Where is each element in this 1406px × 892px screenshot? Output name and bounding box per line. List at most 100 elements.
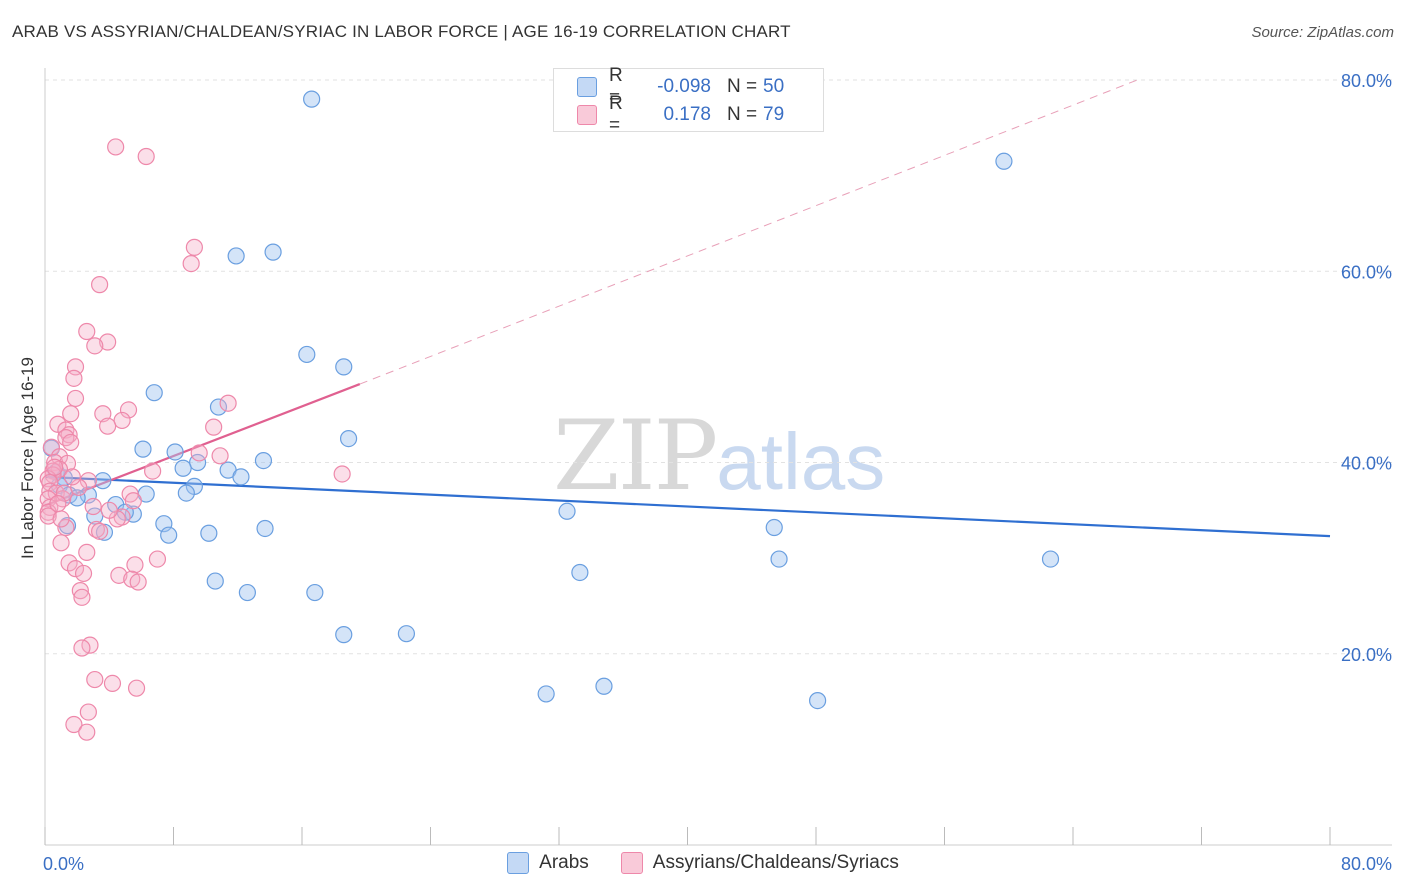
- y-tick-label: 80.0%: [1341, 71, 1392, 91]
- point-arabs: [397, 625, 416, 643]
- point-assyrians: [79, 703, 97, 721]
- n-label: N =: [727, 76, 758, 97]
- series-legend: Arabs Assyrians/Chaldeans/Syriacs: [0, 852, 1406, 874]
- point-assyrians: [205, 418, 223, 436]
- watermark-zip: ZIP: [553, 400, 718, 512]
- point-assyrians: [57, 518, 75, 537]
- tick-labels: 20.0% 40.0% 60.0% 80.0% 0.0% 80.0%: [43, 71, 1392, 874]
- point-assyrians: [55, 484, 73, 502]
- legend-item-assyrians[interactable]: Assyrians/Chaldeans/Syriacs: [620, 852, 899, 874]
- y-tick-label: 20.0%: [1341, 645, 1392, 665]
- point-assyrians: [52, 510, 70, 528]
- point-arabs: [537, 685, 555, 703]
- point-assyrians: [91, 522, 109, 540]
- point-assyrians: [113, 411, 131, 430]
- point-arabs: [227, 247, 245, 265]
- point-assyrians: [70, 478, 88, 496]
- point-assyrians: [63, 468, 81, 486]
- arabs-swatch: [577, 77, 597, 97]
- point-assyrians: [60, 554, 78, 572]
- point-arabs: [256, 519, 274, 538]
- point-assyrians: [99, 417, 117, 435]
- point-arabs: [765, 518, 783, 537]
- point-assyrians: [107, 138, 125, 156]
- source-label: Source: ZipAtlas.com: [1251, 24, 1394, 41]
- point-arabs: [94, 472, 112, 490]
- point-assyrians: [211, 447, 229, 465]
- point-assyrians: [65, 715, 83, 734]
- point-assyrians: [73, 639, 91, 657]
- legend-label: Arabs: [539, 852, 589, 873]
- point-arabs: [303, 90, 321, 108]
- point-assyrians: [110, 566, 128, 584]
- point-assyrians: [74, 564, 93, 583]
- stats-row-assyrians: R = 0.178 N = 79: [554, 93, 785, 136]
- point-arabs: [145, 384, 163, 402]
- point-assyrians: [49, 495, 67, 513]
- point-assyrians: [66, 560, 85, 578]
- point-assyrians: [333, 465, 351, 483]
- axes: [44, 68, 1392, 846]
- point-arabs: [335, 358, 353, 376]
- point-arabs: [166, 443, 184, 461]
- point-assyrians: [65, 369, 83, 387]
- point-assyrians: [78, 723, 96, 741]
- point-assyrians: [86, 670, 104, 689]
- point-arabs: [335, 626, 353, 644]
- point-assyrians: [126, 556, 144, 574]
- point-arabs: [206, 572, 224, 590]
- point-assyrians: [46, 458, 64, 476]
- r-value: -0.098: [657, 76, 711, 97]
- trend-line-arabs: [44, 475, 1331, 538]
- point-assyrians: [190, 444, 208, 462]
- trend-lines: [44, 79, 1331, 538]
- assyrians-swatch: [620, 852, 643, 874]
- point-assyrians: [86, 337, 104, 355]
- point-assyrians: [148, 550, 167, 568]
- point-arabs: [177, 484, 195, 502]
- point-assyrians: [103, 674, 122, 692]
- n-label: N =: [727, 104, 758, 125]
- point-arabs: [770, 550, 788, 568]
- point-assyrians: [78, 543, 96, 561]
- point-assyrians: [124, 492, 142, 510]
- n-value: 50: [763, 76, 785, 97]
- legend-label: Assyrians/Chaldeans/Syriacs: [652, 852, 899, 873]
- point-arabs: [238, 583, 256, 602]
- point-arabs: [595, 677, 613, 695]
- n-value: 79: [763, 104, 785, 125]
- point-assyrians: [39, 507, 57, 525]
- point-assyrians: [66, 389, 85, 408]
- point-assyrians: [137, 147, 155, 166]
- point-assyrians: [129, 573, 147, 591]
- legend-item-arabs[interactable]: Arabs: [507, 852, 589, 874]
- r-label: R =: [609, 93, 623, 136]
- point-assyrians: [119, 401, 138, 419]
- y-axis-label: In Labor Force | Age 16-19: [18, 357, 37, 559]
- point-assyrians: [79, 472, 97, 490]
- point-arabs: [571, 563, 589, 582]
- point-arabs: [134, 440, 152, 458]
- point-assyrians: [52, 534, 70, 552]
- point-arabs: [254, 451, 273, 470]
- point-arabs: [298, 345, 316, 364]
- watermark: ZIPatlas: [553, 400, 885, 512]
- point-arabs: [200, 524, 218, 542]
- point-arabs: [160, 526, 178, 544]
- point-assyrians: [39, 490, 57, 508]
- point-arabs: [264, 243, 282, 261]
- x-tick-label-max: 80.0%: [1341, 854, 1392, 874]
- point-arabs: [1041, 550, 1060, 568]
- point-arabs: [558, 502, 576, 520]
- point-assyrians: [144, 462, 162, 480]
- y-tick-label: 40.0%: [1341, 454, 1392, 474]
- point-assyrians: [62, 405, 80, 423]
- point-assyrians: [182, 255, 200, 273]
- point-assyrians: [219, 394, 237, 412]
- series-arabs: [42, 90, 1060, 710]
- point-arabs: [209, 398, 228, 416]
- series-assyrians: [39, 138, 351, 741]
- point-arabs: [174, 459, 192, 477]
- point-assyrians: [84, 497, 102, 516]
- point-assyrians: [78, 322, 96, 341]
